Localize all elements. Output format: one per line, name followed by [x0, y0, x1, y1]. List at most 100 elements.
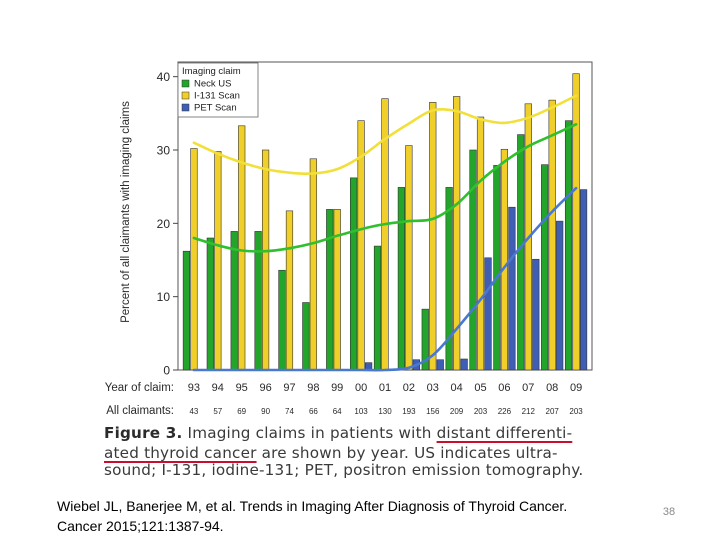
bar-i-131-scan-09 — [572, 73, 580, 371]
year-row-label: Year of claim: — [105, 382, 174, 394]
claimant-count-label: 156 — [426, 407, 440, 416]
bar-neck-us-02 — [397, 187, 405, 371]
bar-pet-scan-03 — [436, 359, 444, 371]
bar-i-131-scan-99 — [333, 209, 341, 371]
caption-figure-label: Figure 3. — [104, 424, 183, 442]
bar-pet-scan-04 — [460, 358, 468, 371]
bar-i-131-scan-08 — [548, 99, 556, 371]
x-tick-label: 08 — [546, 382, 558, 394]
caption-text-2: are shown by year. US indicates ultra- — [256, 444, 558, 462]
x-tick-label: 05 — [474, 382, 486, 394]
bar-i-131-scan-02 — [405, 145, 413, 371]
x-tick-label: 01 — [379, 382, 391, 394]
bar-i-131-scan-93 — [190, 148, 198, 371]
x-tick-label: 97 — [283, 382, 295, 394]
claimant-count-label: 43 — [189, 407, 198, 416]
x-tick-label: 99 — [331, 382, 343, 394]
y-tick-label: 0 — [163, 364, 170, 378]
bar-neck-us-04 — [445, 187, 453, 371]
bar-neck-us-93 — [182, 250, 191, 371]
bar-i-131-scan-94 — [214, 151, 222, 371]
claimant-count-label: 74 — [285, 407, 294, 416]
bar-neck-us-99 — [326, 209, 334, 371]
y-tick-label: 30 — [157, 144, 171, 158]
bar-neck-us-01 — [373, 245, 382, 371]
bar-pet-scan-07 — [532, 258, 540, 371]
legend-swatch-neck-us — [181, 79, 190, 88]
bar-i-131-scan-96 — [261, 149, 270, 371]
claimant-count-label: 66 — [309, 407, 318, 416]
bar-pet-scan-05 — [484, 257, 492, 371]
bar-neck-us-06 — [493, 165, 501, 371]
page-number: 38 — [662, 506, 676, 518]
claimant-count-label: 57 — [213, 407, 222, 416]
bar-i-131-scan-04 — [453, 96, 461, 371]
claimant-count-label: 64 — [333, 407, 342, 416]
bar-pet-scan-06 — [508, 206, 516, 371]
claimant-count-label: 130 — [378, 407, 392, 416]
citation-line-2: Cancer 2015;121:1387-94. — [57, 518, 224, 534]
bar-i-131-scan-03 — [429, 102, 437, 371]
claimant-count-label: 103 — [354, 407, 368, 416]
claimant-count-label: 207 — [546, 407, 560, 416]
bar-pet-scan-08 — [556, 220, 564, 371]
legend-swatch-i-131-scan — [181, 91, 190, 100]
bar-neck-us-07 — [517, 134, 525, 371]
claimants-row-label: All claimants: — [106, 405, 174, 417]
y-tick-label: 40 — [157, 70, 171, 84]
claimant-count-label: 69 — [237, 407, 246, 416]
citation: Wiebel JL, Banerjee M, et al. Trends in … — [57, 496, 617, 536]
x-tick-label: 96 — [259, 382, 271, 394]
claimant-count-label: 193 — [402, 407, 416, 416]
caption-highlight-1: distant differenti- — [436, 424, 573, 442]
bar-i-131-scan-06 — [500, 148, 509, 371]
y-tick-label: 20 — [157, 217, 171, 231]
bar-i-131-scan-97 — [285, 210, 294, 371]
claimant-count-label: 209 — [450, 407, 464, 416]
x-tick-label: 04 — [450, 382, 462, 394]
claimant-count-label: 203 — [474, 407, 488, 416]
citation-line-1: Wiebel JL, Banerjee M, et al. Trends in … — [57, 498, 568, 514]
x-tick-label: 07 — [522, 382, 534, 394]
x-tick-label: 93 — [188, 382, 200, 394]
legend-label-neck-us: Neck US — [194, 79, 231, 90]
x-tick-label: 94 — [212, 382, 224, 394]
bar-neck-us-09 — [564, 120, 573, 371]
claimant-count-label: 226 — [498, 407, 512, 416]
caption-line-2: ated thyroid cancer are shown by year. U… — [104, 444, 596, 462]
caption-text-3: sound; I-131, iodine-131; PET, positron … — [104, 461, 584, 479]
y-tick-label: 10 — [157, 290, 171, 304]
trend-line-neck-us — [192, 123, 578, 253]
x-tick-label: 03 — [427, 382, 439, 394]
x-tick-label: 95 — [236, 382, 248, 394]
bar-i-131-scan-98 — [309, 158, 317, 371]
trend-line-pet-scan — [192, 186, 578, 372]
legend-title: Imaging claim — [182, 66, 241, 77]
bar-i-131-scan-05 — [476, 116, 485, 371]
bar-neck-us-94 — [206, 237, 214, 371]
legend-label-pet-scan: PET Scan — [194, 103, 237, 114]
x-tick-label: 98 — [307, 382, 319, 394]
trend-line-i-131-scan — [192, 94, 578, 176]
bar-neck-us-97 — [278, 269, 286, 371]
bar-neck-us-98 — [302, 302, 310, 371]
x-tick-label: 06 — [498, 382, 510, 394]
x-tick-label: 09 — [570, 382, 582, 394]
caption-text-1: Imaging claims in patients with — [187, 424, 437, 442]
bar-neck-us-03 — [421, 308, 429, 371]
caption-line-3: sound; I-131, iodine-131; PET, positron … — [104, 461, 596, 479]
bar-neck-us-00 — [350, 177, 358, 371]
legend-box — [177, 62, 259, 118]
bar-neck-us-95 — [230, 231, 238, 371]
claimant-count-label: 212 — [522, 407, 536, 416]
claimant-count-label: 90 — [261, 407, 270, 416]
bar-neck-us-08 — [541, 164, 549, 371]
caption-line-1: Figure 3. Imaging claims in patients wit… — [104, 424, 596, 442]
bar-neck-us-05 — [469, 149, 477, 371]
legend-swatch-pet-scan — [181, 103, 190, 112]
x-tick-label: 00 — [355, 382, 367, 394]
claimant-count-label: 203 — [569, 407, 583, 416]
y-axis-label: Percent of all claimants with imaging cl… — [120, 101, 132, 323]
legend-label-i-131-scan: I-131 Scan — [194, 91, 240, 102]
